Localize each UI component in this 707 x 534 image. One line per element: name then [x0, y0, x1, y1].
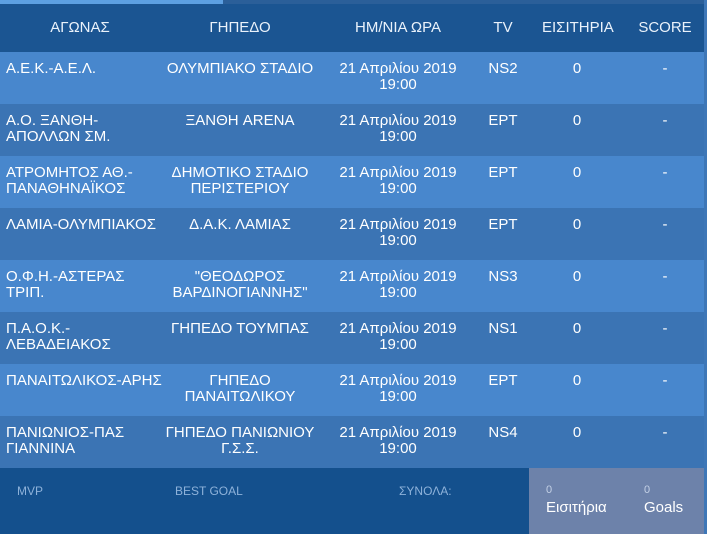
best-goal-label: BEST GOAL: [175, 484, 243, 498]
score-cell: -: [662, 424, 668, 441]
tickets-cell: 0: [572, 216, 582, 233]
match-cell: ΑΤΡΟΜΗΤΟΣ ΑΘ.-ΠΑΝΑΘΗΝΑΪΚΟΣ: [6, 164, 133, 197]
date-text: 21 Απριλίου 2019: [339, 372, 457, 389]
table-row[interactable]: ΠΑΝΑΙΤΩΛΙΚΟΣ-ΑΡΗΣ ΓΗΠΕΔΟ ΠΑΝΑΙΤΩΛΙΚΟΥ 21…: [0, 364, 704, 416]
tickets-cell: 0: [572, 372, 582, 389]
score-cell: -: [662, 216, 668, 233]
totals-label: ΣΥΝΟΛΑ:: [399, 484, 452, 498]
tv-cell: ΕΡΤ: [488, 112, 518, 129]
table-row[interactable]: ΛΑΜΙΑ-ΟΛΥΜΠΙΑΚΟΣ Δ.Α.Κ. ΛΑΜΙΑΣ 21 Απριλί…: [0, 208, 704, 260]
score-cell: -: [662, 268, 668, 285]
goals-total-value: 0: [644, 484, 651, 496]
tv-cell: ΕΡΤ: [488, 216, 518, 233]
table-header: ΑΓΩΝΑΣ ΓΗΠΕΔΟ ΗΜ/ΝΙΑ ΩΡΑ TV ΕΙΣΙΤΗΡΙΑ SC…: [0, 4, 704, 52]
venue-cell: ΓΗΠΕΔΟ ΤΟΥΜΠΑΣ: [171, 320, 309, 337]
tickets-cell: 0: [572, 320, 582, 337]
tickets-cell: 0: [572, 424, 582, 441]
match-cell: ΠΑΝΑΙΤΩΛΙΚΟΣ-ΑΡΗΣ: [6, 372, 162, 389]
mvp-label: MVP: [17, 484, 44, 498]
score-cell: -: [662, 112, 668, 129]
active-tab-indicator: [0, 0, 223, 4]
date-text: 21 Απριλίου 2019: [339, 216, 457, 233]
time-text: 19:00: [379, 440, 417, 457]
header-datetime: ΗΜ/ΝΙΑ ΩΡΑ: [355, 19, 441, 36]
table-footer: MVP BEST GOAL ΣΥΝΟΛΑ: 0 Εισιτήρια 0 Goal…: [0, 468, 704, 534]
time-text: 19:00: [379, 388, 417, 405]
tv-cell: ΕΡΤ: [488, 164, 518, 181]
datetime-cell: 21 Απριλίου 2019 19:00: [328, 269, 468, 301]
venue-cell: ΟΛΥΜΠΙΑΚΟ ΣΤΑΔΙΟ: [166, 60, 314, 77]
score-cell: -: [662, 164, 668, 181]
date-text: 21 Απριλίου 2019: [339, 320, 457, 337]
datetime-cell: 21 Απριλίου 2019 19:00: [328, 373, 468, 405]
match-cell: Α.Ο. ΞΑΝΘΗ-ΑΠΟΛΛΩΝ ΣΜ.: [6, 112, 111, 145]
date-text: 21 Απριλίου 2019: [339, 164, 457, 181]
tickets-cell: 0: [572, 60, 582, 77]
header-tv: TV: [493, 19, 513, 36]
venue-cell: ΞΑΝΘΗ ARENA: [185, 112, 295, 129]
tickets-cell: 0: [572, 112, 582, 129]
tv-cell: NS4: [488, 424, 518, 441]
venue-cell: ΔΗΜΟΤΙΚΟ ΣΤΑΔΙΟ ΠΕΡΙΣΤΕΡΙΟΥ: [171, 164, 309, 197]
time-text: 19:00: [379, 336, 417, 353]
table-row[interactable]: Π.Α.Ο.Κ.-ΛΕΒΑΔΕΙΑΚΟΣ ΓΗΠΕΔΟ ΤΟΥΜΠΑΣ 21 Α…: [0, 312, 704, 364]
match-cell: Α.Ε.Κ.-Α.Ε.Λ.: [6, 60, 97, 77]
venue-cell: "ΘΕΟΔΩΡΟΣ ΒΑΡΔΙΝΟΓΙΑΝΝΗΣ": [172, 268, 308, 301]
match-cell: Ο.Φ.Η.-ΑΣΤΕΡΑΣ ΤΡΙΠ.: [6, 268, 125, 301]
date-text: 21 Απριλίου 2019: [339, 112, 457, 129]
time-text: 19:00: [379, 128, 417, 145]
time-text: 19:00: [379, 180, 417, 197]
score-cell: -: [662, 320, 668, 337]
venue-cell: ΓΗΠΕΔΟ ΠΑΝΑΙΤΩΛΙΚΟΥ: [184, 372, 296, 405]
time-text: 19:00: [379, 232, 417, 249]
datetime-cell: 21 Απριλίου 2019 19:00: [328, 217, 468, 249]
time-text: 19:00: [379, 284, 417, 301]
table-row[interactable]: ΑΤΡΟΜΗΤΟΣ ΑΘ.-ΠΑΝΑΘΗΝΑΪΚΟΣ ΔΗΜΟΤΙΚΟ ΣΤΑΔ…: [0, 156, 704, 208]
header-match: ΑΓΩΝΑΣ: [50, 19, 110, 36]
venue-cell: Δ.Α.Κ. ΛΑΜΙΑΣ: [189, 216, 291, 233]
tv-cell: NS1: [488, 320, 518, 337]
goals-total-label: Goals: [644, 499, 684, 516]
datetime-cell: 21 Απριλίου 2019 19:00: [328, 113, 468, 145]
date-text: 21 Απριλίου 2019: [339, 424, 457, 441]
panel-edge: [704, 0, 707, 534]
tickets-total-value: 0: [546, 484, 553, 496]
header-venue: ΓΗΠΕΔΟ: [209, 19, 271, 36]
date-text: 21 Απριλίου 2019: [339, 60, 457, 77]
header-score: SCORE: [638, 19, 692, 36]
table-row[interactable]: ΠΑΝΙΩΝΙΟΣ-ΠΑΣ ΓΙΑΝΝΙΝΑ ΓΗΠΕΔΟ ΠΑΝΙΩΝΙΟΥ …: [0, 416, 704, 468]
tickets-cell: 0: [572, 164, 582, 181]
datetime-cell: 21 Απριλίου 2019 19:00: [328, 321, 468, 353]
tv-cell: NS2: [488, 60, 518, 77]
date-text: 21 Απριλίου 2019: [339, 268, 457, 285]
table-row[interactable]: Α.Ε.Κ.-Α.Ε.Λ. ΟΛΥΜΠΙΑΚΟ ΣΤΑΔΙΟ 21 Απριλί…: [0, 52, 704, 104]
header-tickets: ΕΙΣΙΤΗΡΙΑ: [542, 19, 614, 36]
datetime-cell: 21 Απριλίου 2019 19:00: [328, 61, 468, 93]
tickets-total-label: Εισιτήρια: [546, 499, 607, 516]
match-cell: Π.Α.Ο.Κ.-ΛΕΒΑΔΕΙΑΚΟΣ: [6, 320, 111, 353]
tickets-cell: 0: [572, 268, 582, 285]
venue-cell: ΓΗΠΕΔΟ ΠΑΝΙΩΝΙΟΥ Γ.Σ.Σ.: [165, 424, 315, 457]
match-cell: ΛΑΜΙΑ-ΟΛΥΜΠΙΑΚΟΣ: [6, 216, 156, 233]
datetime-cell: 21 Απριλίου 2019 19:00: [328, 425, 468, 457]
tv-cell: NS3: [488, 268, 518, 285]
match-cell: ΠΑΝΙΩΝΙΟΣ-ΠΑΣ ΓΙΑΝΝΙΝΑ: [6, 424, 125, 457]
time-text: 19:00: [379, 76, 417, 93]
tv-cell: ΕΡΤ: [488, 372, 518, 389]
table-row[interactable]: Ο.Φ.Η.-ΑΣΤΕΡΑΣ ΤΡΙΠ. "ΘΕΟΔΩΡΟΣ ΒΑΡΔΙΝΟΓΙ…: [0, 260, 704, 312]
score-cell: -: [662, 60, 668, 77]
table-row[interactable]: Α.Ο. ΞΑΝΘΗ-ΑΠΟΛΛΩΝ ΣΜ. ΞΑΝΘΗ ARENA 21 Απ…: [0, 104, 704, 156]
score-cell: -: [662, 372, 668, 389]
datetime-cell: 21 Απριλίου 2019 19:00: [328, 165, 468, 197]
totals-box: 0 Εισιτήρια 0 Goals: [529, 468, 704, 534]
